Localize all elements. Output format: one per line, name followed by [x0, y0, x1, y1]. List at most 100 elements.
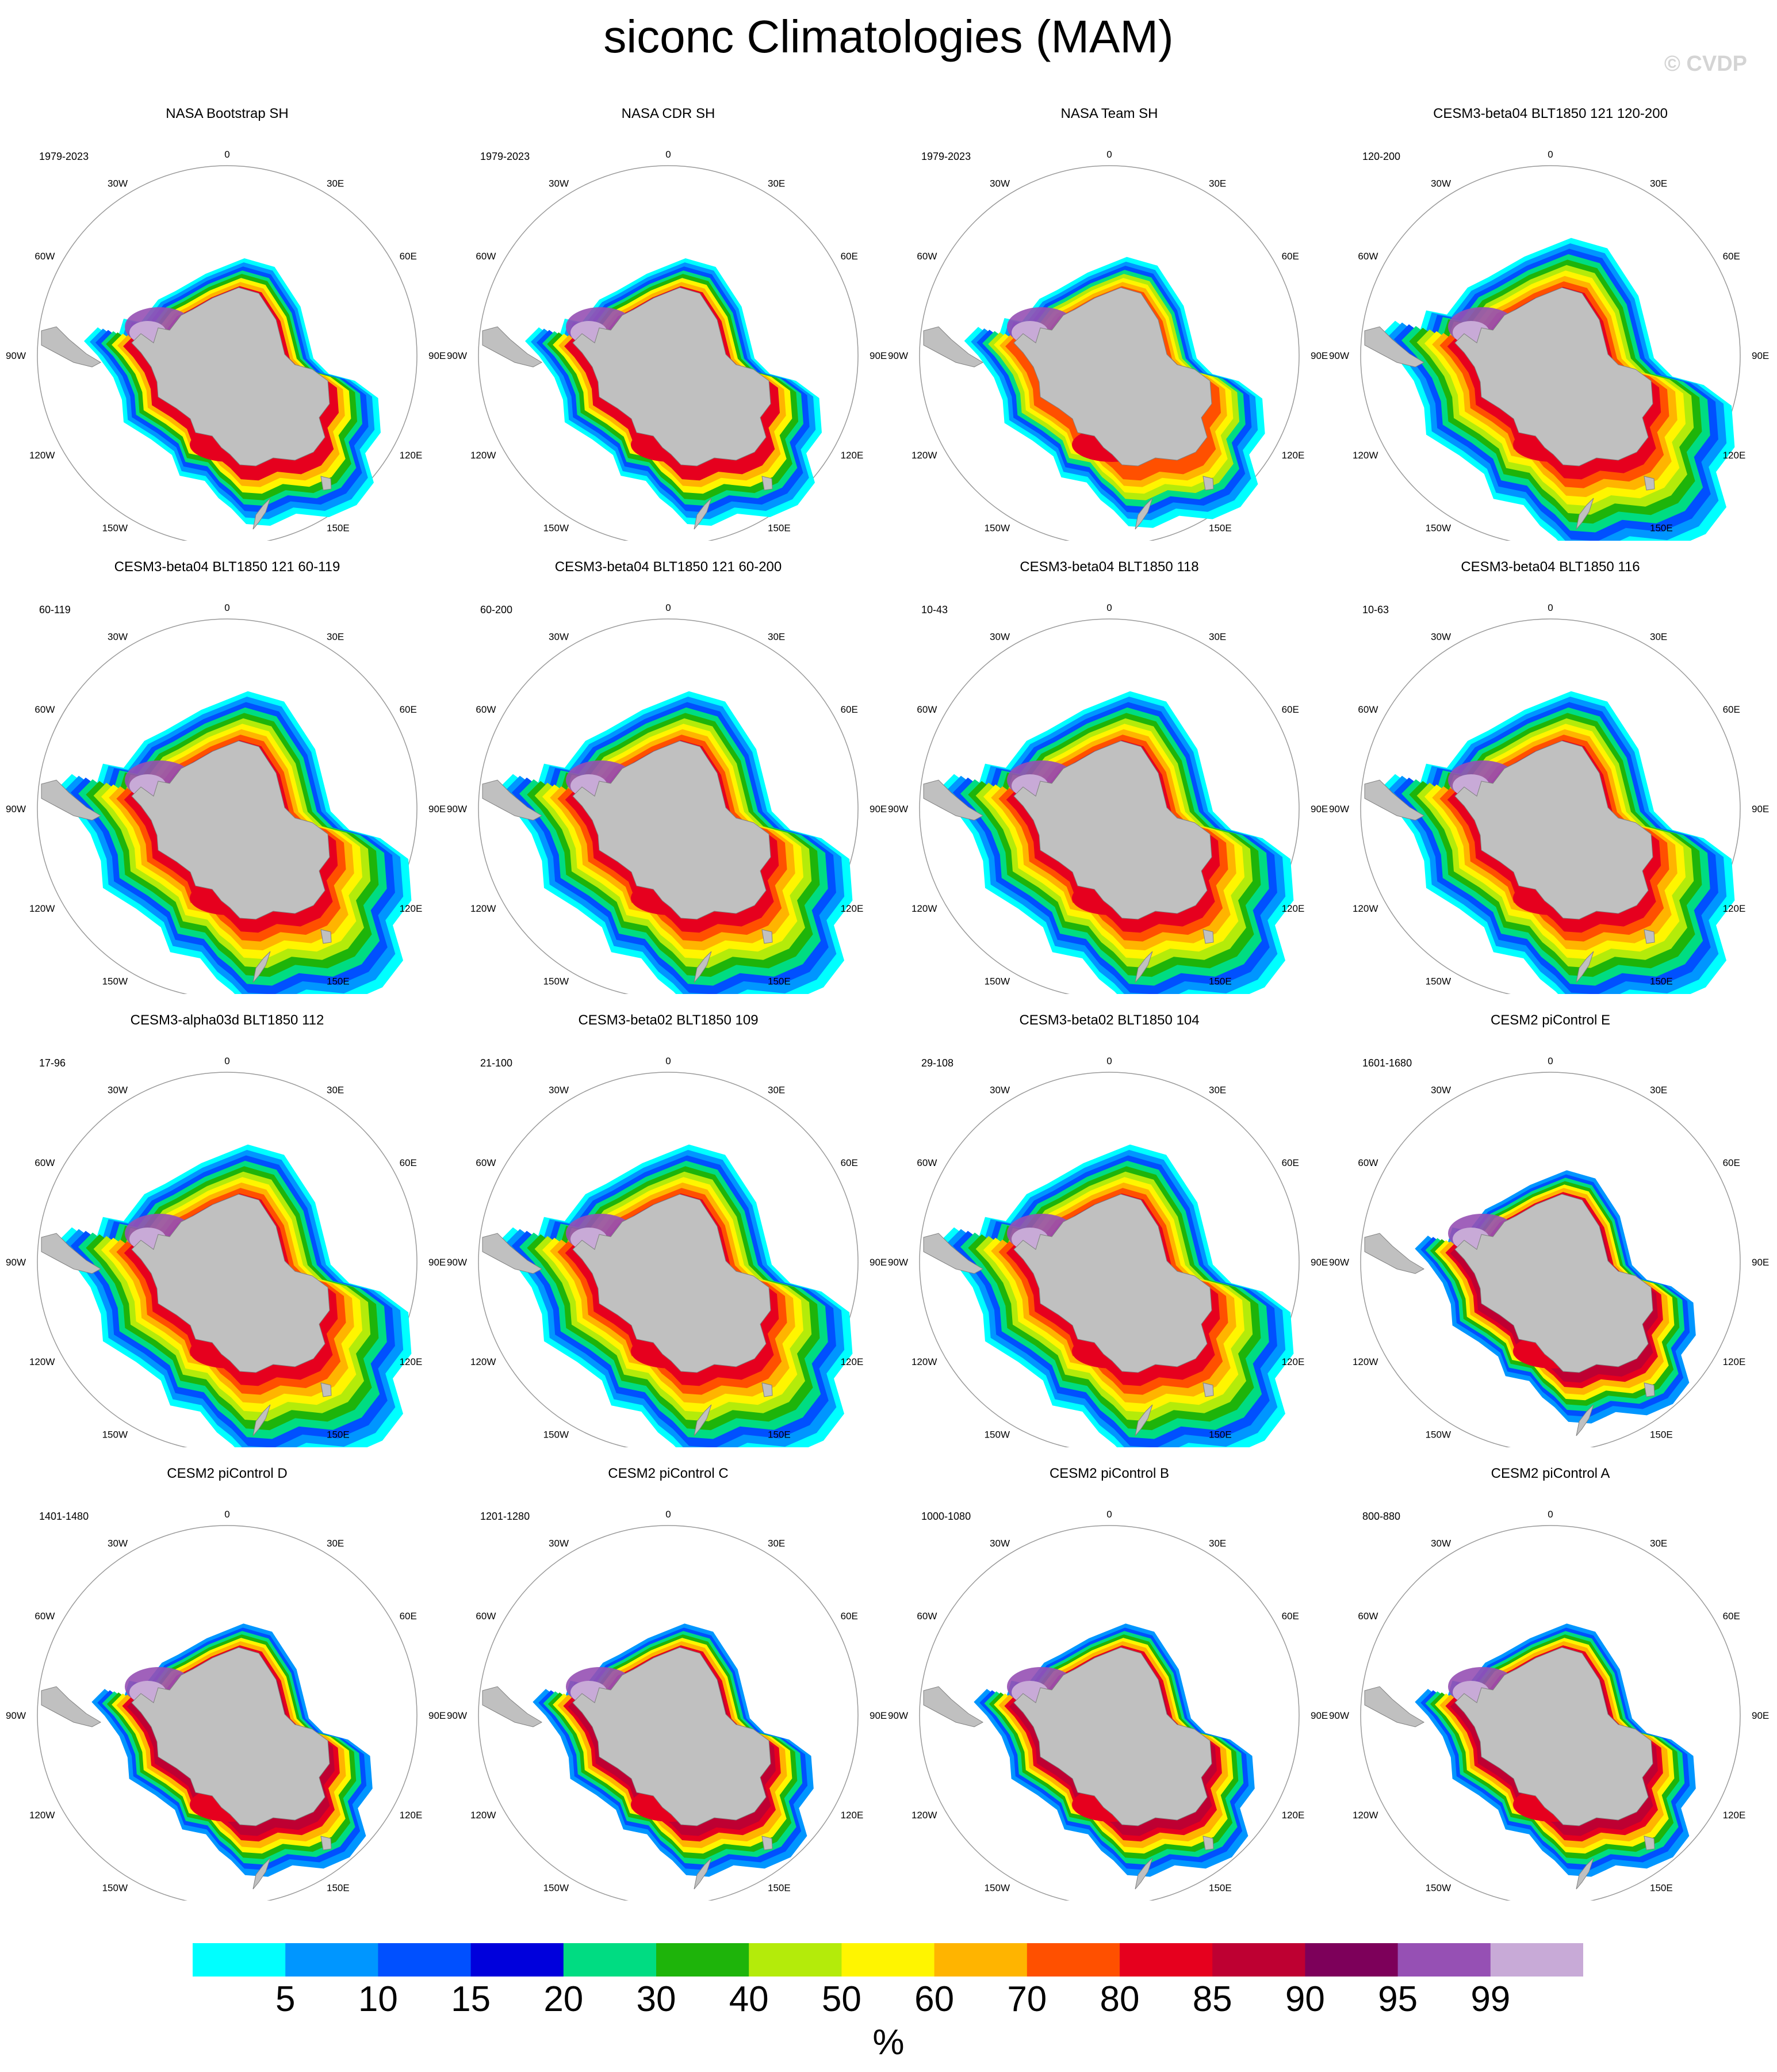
longitude-label: 90W: [1329, 350, 1349, 361]
longitude-label: 0: [1548, 1509, 1553, 1520]
panel-title: NASA Bootstrap SH: [166, 106, 288, 121]
longitude-label: 90W: [6, 350, 26, 361]
longitude-label: 90E: [1752, 1710, 1769, 1721]
map-panel: CESM3-alpha03d BLT1850 112 17-96 0 30E 60E 90…: [6, 1012, 446, 1447]
longitude-label: 150W: [543, 523, 569, 534]
new-zealand-land: [252, 951, 271, 983]
colorbar-segment: [1305, 1943, 1399, 1977]
longitude-label: 120E: [400, 903, 423, 914]
colorbar-units: %: [872, 2023, 905, 2062]
longitude-label: 120W: [1353, 450, 1378, 461]
longitude-label: 90W: [6, 1257, 26, 1268]
colorbar-segment: [749, 1943, 842, 1977]
longitude-label: 30W: [549, 1084, 569, 1095]
antarctica-land: [1013, 740, 1212, 920]
south-america-land: [923, 326, 984, 368]
longitude-label: 90E: [1311, 1710, 1328, 1721]
colorbar-tick-label: 70: [1007, 1979, 1047, 2019]
longitude-label: 150W: [985, 1429, 1010, 1440]
longitude-label: 60W: [476, 1611, 496, 1622]
longitude-label: 90E: [870, 1710, 887, 1721]
panel-title: CESM3-beta04 BLT1850 118: [1020, 559, 1198, 575]
antarctica-land: [1013, 1647, 1212, 1826]
longitude-label: 150W: [1426, 523, 1451, 534]
colorbar-segment: [563, 1943, 657, 1977]
antarctica-land: [131, 1194, 330, 1373]
antarctica-land: [572, 740, 771, 920]
panel-period: 1000-1080: [921, 1511, 971, 1522]
longitude-label: 150E: [327, 523, 350, 534]
new-zealand-land: [1135, 498, 1153, 530]
longitude-label: 30E: [1209, 1538, 1226, 1549]
new-zealand-land: [694, 1404, 712, 1436]
longitude-label: 60E: [841, 251, 858, 262]
longitude-label: 30E: [1650, 1538, 1667, 1549]
longitude-label: 30W: [990, 1538, 1010, 1549]
panel-period: 21-100: [480, 1057, 512, 1069]
longitude-label: 90W: [1329, 1257, 1349, 1268]
longitude-label: 30E: [1650, 631, 1667, 642]
panel-period: 60-119: [39, 604, 71, 616]
south-america-land: [482, 1686, 543, 1727]
longitude-label: 60W: [1358, 251, 1378, 262]
panel-period: 1601-1680: [1362, 1057, 1412, 1069]
longitude-label: 120E: [841, 1810, 864, 1821]
longitude-label: 120W: [470, 450, 496, 461]
south-america-land: [1364, 779, 1425, 821]
colorbar-tick-label: 80: [1100, 1979, 1140, 2019]
colorbar-tick-label: 85: [1192, 1979, 1232, 2019]
panel-title: CESM3-alpha03d BLT1850 112: [131, 1012, 324, 1028]
longitude-label: 120E: [400, 1356, 423, 1367]
tasmania-land: [761, 929, 773, 944]
panel-period: 10-63: [1362, 604, 1389, 616]
longitude-label: 90E: [1752, 350, 1769, 361]
colorbar-segment: [1490, 1943, 1583, 1977]
longitude-label: 150W: [1426, 976, 1451, 987]
panel-period: 120-200: [1362, 151, 1400, 162]
south-america-land: [41, 1686, 102, 1727]
longitude-label: 60E: [841, 1157, 858, 1168]
longitude-label: 60E: [400, 1157, 417, 1168]
south-america-land: [482, 1233, 543, 1274]
longitude-label: 90E: [1752, 1257, 1769, 1268]
tasmania-land: [1644, 476, 1655, 491]
longitude-label: 60E: [841, 1611, 858, 1622]
longitude-label: 60E: [1723, 1157, 1740, 1168]
panel-title: CESM2 piControl E: [1491, 1012, 1610, 1028]
colorbar-segment: [1212, 1943, 1305, 1977]
longitude-label: 150W: [1426, 1883, 1451, 1894]
longitude-label: 120E: [1723, 903, 1746, 914]
longitude-label: 120E: [841, 450, 864, 461]
longitude-label: 60W: [35, 704, 55, 715]
longitude-label: 120W: [470, 903, 496, 914]
longitude-label: 0: [224, 1056, 229, 1066]
colorbar-segment: [841, 1943, 935, 1977]
longitude-label: 30W: [990, 631, 1010, 642]
longitude-label: 60W: [35, 1157, 55, 1168]
colorbar-tick-label: 20: [543, 1979, 584, 2019]
longitude-label: 90E: [870, 1257, 887, 1268]
antarctica-land: [1454, 1647, 1653, 1826]
map-panel: CESM3-beta02 BLT1850 104 29-108 0 30E 60E 90E…: [888, 1012, 1328, 1447]
south-america-land: [923, 779, 984, 821]
longitude-label: 150W: [985, 976, 1010, 987]
longitude-label: 60E: [1282, 704, 1299, 715]
longitude-label: 120W: [912, 903, 937, 914]
colorbar-segment: [1397, 1943, 1491, 1977]
longitude-label: 150E: [1650, 1429, 1673, 1440]
longitude-label: 120E: [1723, 450, 1746, 461]
longitude-label: 150W: [102, 1883, 128, 1894]
panel-title: NASA Team SH: [1061, 106, 1158, 121]
longitude-label: 150E: [768, 1883, 791, 1894]
antarctica-land: [572, 287, 771, 467]
longitude-label: 90W: [888, 804, 908, 815]
longitude-label: 0: [224, 149, 229, 160]
longitude-label: 150E: [1209, 976, 1232, 987]
colorbar-tick-label: 30: [636, 1979, 676, 2019]
new-zealand-land: [1576, 951, 1594, 983]
colorbar-tick-label: 10: [358, 1979, 398, 2019]
longitude-label: 0: [224, 1509, 229, 1520]
longitude-label: 120E: [1282, 1810, 1305, 1821]
map-panel: CESM3-beta04 BLT1850 116 10-63 0 30E 60E 90E 1…: [1329, 559, 1769, 994]
panel-period: 1979-2023: [921, 151, 971, 162]
